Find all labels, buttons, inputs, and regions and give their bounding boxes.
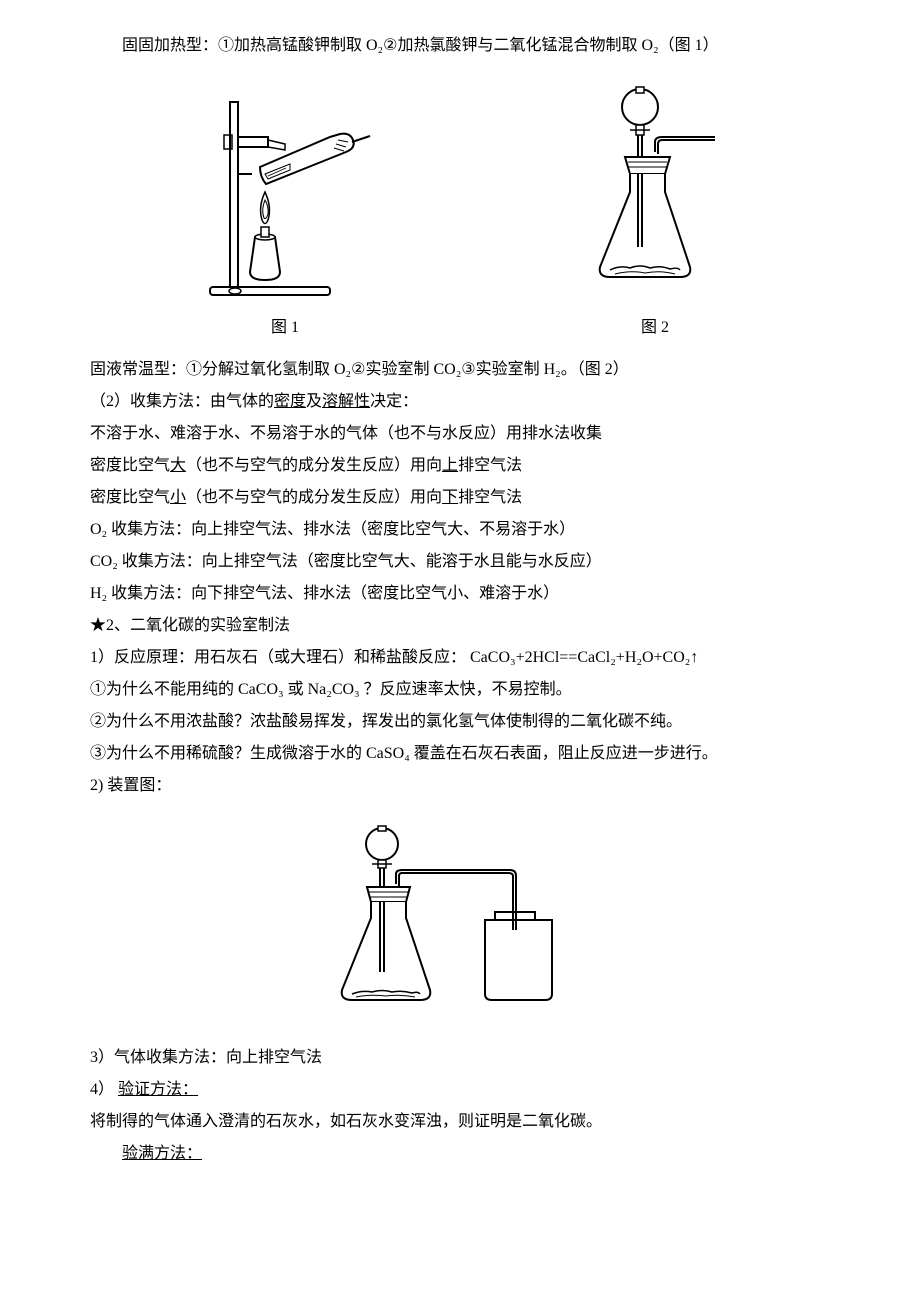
text-5-u2: 上 <box>442 457 458 474</box>
text-17-prefix: 4） <box>90 1081 118 1098</box>
text-line-18: 将制得的气体通入澄清的石灰水，如石灰水变浑浊，则证明是二氧化碳。 <box>90 1106 830 1138</box>
figure-3-container <box>90 822 830 1022</box>
text-5-prefix: 密度比空气 <box>90 457 170 474</box>
apparatus-figure-3 <box>320 822 600 1022</box>
text-3-u2: 溶解性 <box>322 393 370 410</box>
text-line-6: 密度比空气小（也不与空气的成分发生反应）用向下排空气法 <box>90 482 830 514</box>
text-line-11: 1）反应原理：用石灰石（或大理石）和稀盐酸反应： CaCO₃+2HCl==CaC… <box>90 642 830 674</box>
text-line-4: 不溶于水、难溶于水、不易溶于水的气体（也不与水反应）用排水法收集 <box>90 418 830 450</box>
text-6-suffix: 排空气法 <box>458 489 522 506</box>
text-line-15: 2) 装置图： <box>90 770 830 802</box>
figure-2-container: 图 2 <box>580 82 730 344</box>
text-line-5: 密度比空气大（也不与空气的成分发生反应）用向上排空气法 <box>90 450 830 482</box>
text-line-7: O₂ 收集方法：向上排空气法、排水法（密度比空气大、不易溶于水） <box>90 514 830 546</box>
text-line-9: H₂ 收集方法：向下排空气法、排水法（密度比空气小、难溶于水） <box>90 578 830 610</box>
text-5-mid: （也不与空气的成分发生反应）用向 <box>186 457 442 474</box>
text-line-19: 验满方法： <box>90 1138 830 1170</box>
text-3-u1: 密度 <box>274 393 306 410</box>
figure-1-container: 图 1 <box>190 92 380 344</box>
text-line-13: ②为什么不用浓盐酸？浓盐酸易挥发，挥发出的氯化氢气体使制得的二氧化碳不纯。 <box>90 706 830 738</box>
apparatus-figure-1 <box>190 92 380 302</box>
text-line-17: 4） 验证方法： <box>90 1074 830 1106</box>
text-3-suffix: 决定： <box>370 393 418 410</box>
text-5-suffix: 排空气法 <box>458 457 522 474</box>
text-line-8: CO₂ 收集方法：向上排空气法（密度比空气大、能溶于水且能与水反应） <box>90 546 830 578</box>
text-6-u2: 下 <box>442 489 458 506</box>
figure-2-label: 图 2 <box>641 312 669 344</box>
text-19-underline: 验满方法： <box>122 1145 202 1162</box>
apparatus-figure-2 <box>580 82 730 302</box>
figure-1-label: 图 1 <box>271 312 299 344</box>
text-line-14: ③为什么不用稀硫酸？生成微溶于水的 CaSO₄ 覆盖在石灰石表面，阻止反应进一步… <box>90 738 830 770</box>
text-17-underline: 验证方法： <box>118 1081 198 1098</box>
text-line-12: ①为什么不能用纯的 CaCO₃ 或 Na₂CO₃ ？反应速率太快，不易控制。 <box>90 674 830 706</box>
text-5-u1: 大 <box>170 457 186 474</box>
text-line-16: 3）气体收集方法：向上排空气法 <box>90 1042 830 1074</box>
text-line-1: 固固加热型：①加热高锰酸钾制取 O₂②加热氯酸钾与二氧化锰混合物制取 O₂（图 … <box>90 30 830 62</box>
text-3-mid: 及 <box>306 393 322 410</box>
text-line-2: 固液常温型：①分解过氧化氢制取 O₂②实验室制 CO₂③实验室制 H₂。（图 2… <box>90 354 830 386</box>
text-6-prefix: 密度比空气 <box>90 489 170 506</box>
text-line-3: （2）收集方法：由气体的密度及溶解性决定： <box>90 386 830 418</box>
figure-row-1: 图 1 图 2 <box>90 82 830 344</box>
text-6-u1: 小 <box>170 489 186 506</box>
text-6-mid: （也不与空气的成分发生反应）用向 <box>186 489 442 506</box>
text-line-10: ★2、二氧化碳的实验室制法 <box>90 610 830 642</box>
text-3-prefix: （2）收集方法：由气体的 <box>90 393 274 410</box>
